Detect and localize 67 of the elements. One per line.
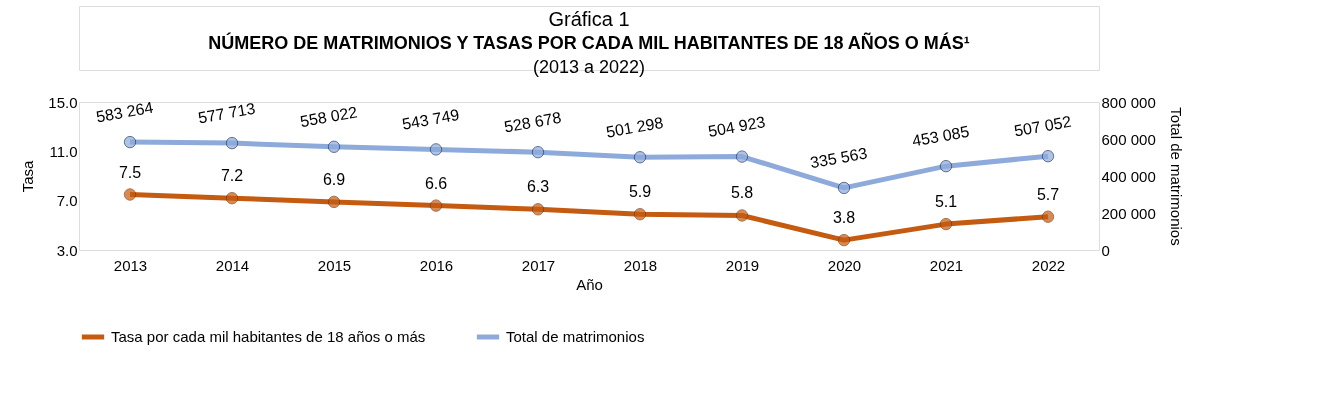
data-label: 7.5 xyxy=(118,163,142,181)
point xyxy=(123,188,137,201)
data-label: 6.3 xyxy=(526,178,550,196)
x-tick-label: 2020 xyxy=(827,256,862,274)
data-label: 335 563 xyxy=(808,144,869,172)
y2-tick-label: 600 000 xyxy=(1101,130,1156,148)
x-tick-label: 2013 xyxy=(113,256,148,274)
data-label: 583 264 xyxy=(94,98,155,126)
x-tick-label: 2022 xyxy=(1031,256,1066,274)
legend-label: Total de matrimonios xyxy=(506,328,645,345)
x-tick-label: 2018 xyxy=(623,256,658,274)
data-label: 504 923 xyxy=(706,113,767,140)
y2-tick-label: 0 xyxy=(1101,241,1110,259)
x-tick-label: 2016 xyxy=(419,256,454,274)
point xyxy=(123,135,137,149)
point xyxy=(1041,210,1055,223)
data-label: 453 085 xyxy=(910,122,971,150)
point xyxy=(735,209,749,222)
y-tick-label: 7.0 xyxy=(56,192,78,210)
point xyxy=(327,195,341,209)
y-tick-label: 3.0 xyxy=(56,241,78,259)
point xyxy=(429,199,443,212)
data-label: 6.9 xyxy=(322,170,346,188)
x-tick-label: 2021 xyxy=(929,256,964,274)
data-label: 5.7 xyxy=(1036,185,1060,203)
point xyxy=(429,143,443,156)
legend-label: Tasa por cada mil habitantes de 18 años o más xyxy=(111,328,426,345)
point xyxy=(327,140,341,153)
x-tick-label: 2014 xyxy=(215,256,250,274)
data-label: 5.9 xyxy=(628,183,652,201)
point xyxy=(939,159,953,173)
x-axis-title: Año xyxy=(576,275,603,293)
point xyxy=(1041,150,1055,163)
point xyxy=(837,233,851,247)
y2-axis-title: Total de matrimonios xyxy=(1167,107,1185,246)
point xyxy=(735,150,749,163)
x-tick-label: 2017 xyxy=(521,256,556,274)
data-label: 3.8 xyxy=(832,209,856,227)
chart-title: Gráfica 1 xyxy=(548,8,630,30)
data-label: 501 298 xyxy=(604,113,665,141)
text: (2013 a 2022) xyxy=(532,57,646,77)
x-tick-label: 2019 xyxy=(725,256,760,274)
data-label: 558 022 xyxy=(298,103,359,131)
point xyxy=(939,217,953,231)
data-label: 5.1 xyxy=(934,193,958,211)
y2-tick-label: 800 000 xyxy=(1101,93,1156,111)
point xyxy=(633,151,647,164)
point xyxy=(531,203,545,216)
chart-subtitle: NÚMERO DE MATRIMONIOS Y TASAS POR CADA MIL HABITANTES DE 18 AÑOS O MÁS¹ xyxy=(208,32,970,53)
x-tick-label: 2015 xyxy=(317,256,352,274)
point xyxy=(225,136,239,150)
y-axis-title: Tasa xyxy=(19,160,37,193)
y2-tick-label: 200 000 xyxy=(1101,204,1156,222)
point xyxy=(837,181,851,195)
data-label: 507 052 xyxy=(1012,112,1073,140)
point xyxy=(633,208,647,221)
data-label: 543 749 xyxy=(400,105,461,133)
data-label: 7.2 xyxy=(220,167,244,185)
y-tick-label: 11.0 xyxy=(49,142,78,160)
data-label: 5.8 xyxy=(730,184,754,202)
data-label: 528 678 xyxy=(502,108,563,136)
y-tick-label: 15.0 xyxy=(48,93,78,111)
data-label: 6.6 xyxy=(424,174,448,192)
y2-tick-label: 400 000 xyxy=(1101,167,1156,185)
point xyxy=(225,192,239,205)
point xyxy=(531,146,545,159)
data-label: 577 713 xyxy=(196,99,257,127)
